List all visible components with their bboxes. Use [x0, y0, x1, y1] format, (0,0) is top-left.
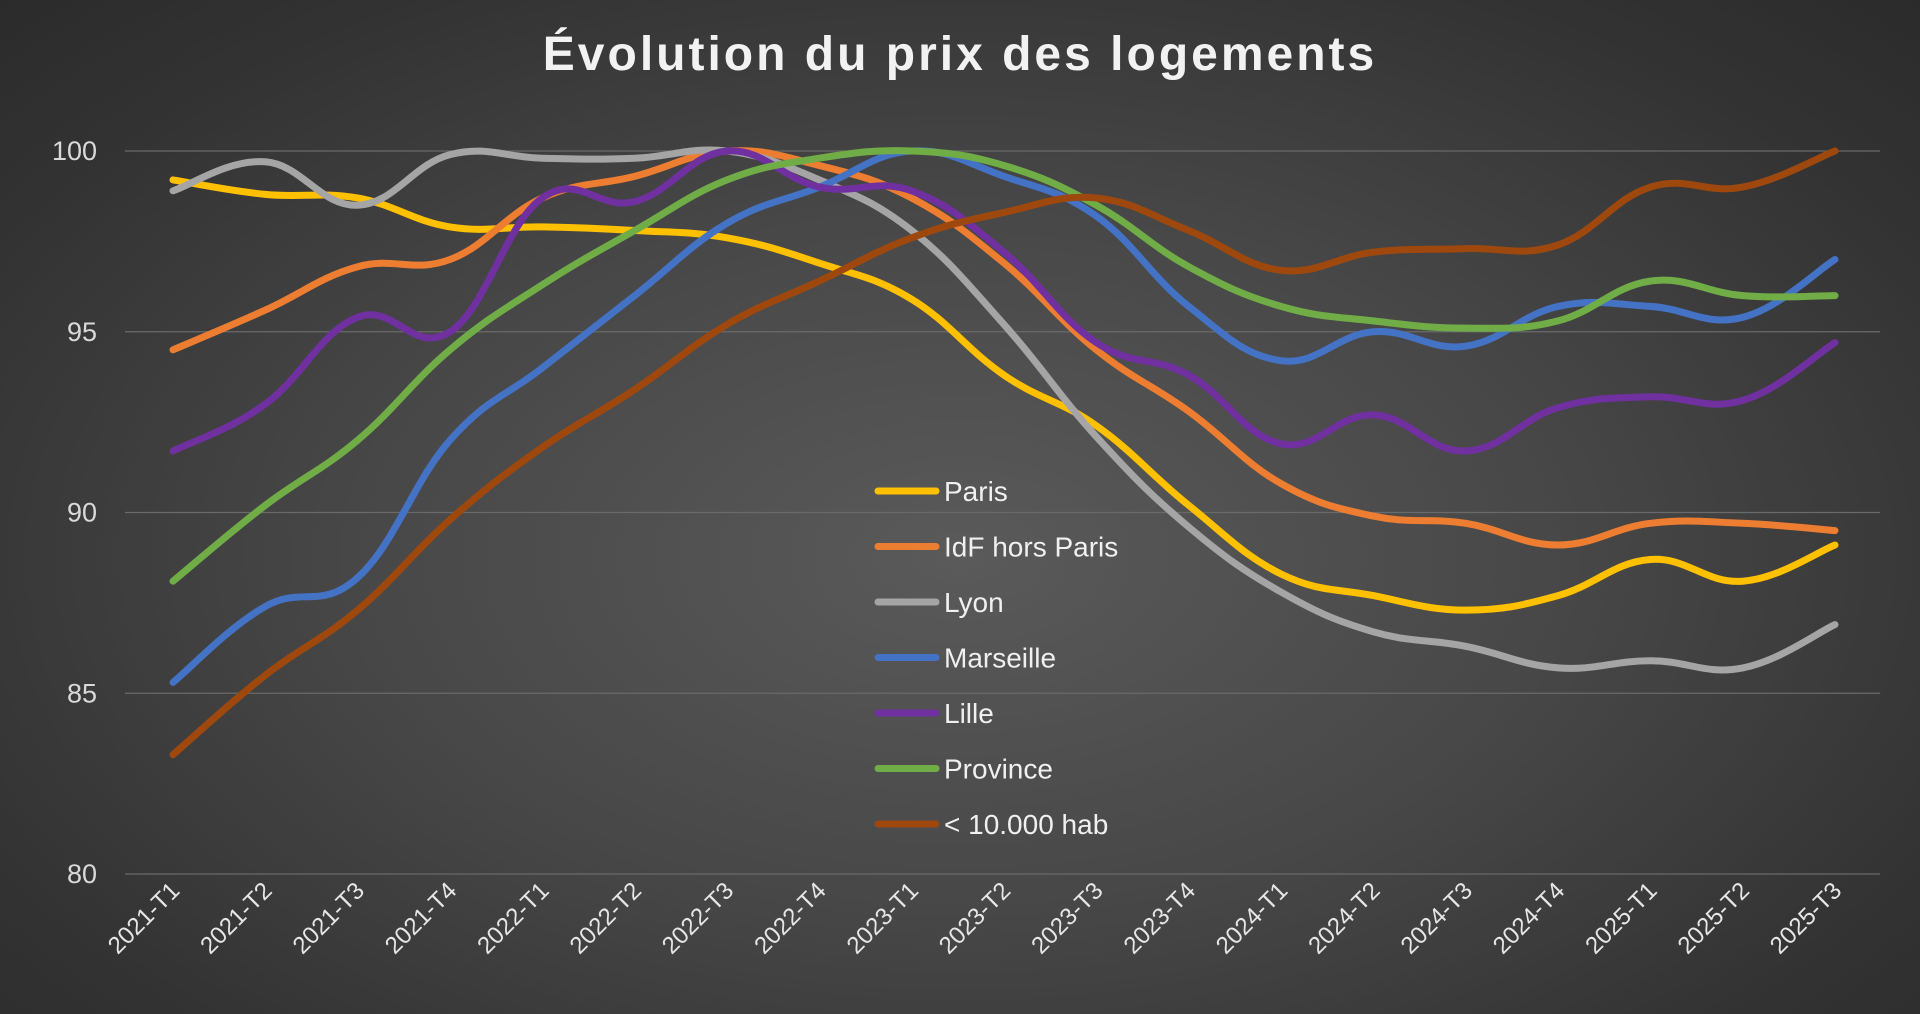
chart-title: Évolution du prix des logements [543, 27, 1377, 81]
x-tick-label: 2021-T4 [380, 877, 462, 959]
legend-label-lille: Lille [944, 698, 994, 729]
legend-label-marseille: Marseille [944, 643, 1056, 674]
x-tick-label: 2024-T3 [1396, 877, 1478, 959]
x-tick-label: 2024-T2 [1303, 877, 1385, 959]
y-tick-label: 85 [67, 678, 97, 708]
x-tick-label: 2021-T3 [288, 877, 370, 959]
y-tick-label: 95 [67, 317, 97, 347]
x-tick-label: 2022-T1 [472, 877, 554, 959]
series-lines [169, 146, 1839, 759]
legend-label-10-000-hab: < 10.000 hab [944, 809, 1108, 840]
x-tick-label: 2025-T1 [1580, 877, 1662, 959]
legend-label-idf-hors-paris: IdF hors Paris [944, 532, 1118, 563]
x-tick-label: 2022-T2 [565, 877, 647, 959]
series-line-marseille [169, 147, 1839, 686]
legend: Paris IdF hors Paris Lyon Marseille Lille Pro… [874, 476, 1118, 840]
x-tick-label: 2024-T1 [1211, 877, 1293, 959]
x-tick-label: 2023-T3 [1026, 877, 1108, 959]
series-line-lyon [169, 146, 1839, 674]
x-tick-label: 2023-T4 [1119, 877, 1201, 959]
x-tick-label: 2025-T3 [1765, 877, 1847, 959]
series-line-paris [169, 176, 1839, 614]
x-axis-ticks: 2021-T1 2021-T2 2021-T3 2021-T4 2022-T1 2022-… [103, 877, 1847, 959]
x-tick-label: 2023-T2 [934, 877, 1016, 959]
x-tick-label: 2021-T2 [195, 877, 277, 959]
y-tick-label: 80 [67, 859, 97, 889]
legend-label-province: Province [944, 754, 1053, 785]
legend-label-lyon: Lyon [944, 587, 1004, 618]
x-tick-label: 2022-T3 [657, 877, 739, 959]
y-axis-ticks: 80 85 90 95 100 [52, 136, 97, 889]
y-tick-label: 90 [67, 498, 97, 528]
x-tick-label: 2024-T4 [1488, 877, 1570, 959]
x-tick-label: 2022-T4 [749, 877, 831, 959]
legend-label-paris: Paris [944, 476, 1008, 507]
y-tick-label: 100 [52, 136, 97, 166]
series-line-10-000-hab [169, 147, 1839, 759]
series-line-lille [169, 147, 1839, 455]
series-line-idf-hors-paris [169, 147, 1839, 549]
x-tick-label: 2025-T2 [1673, 877, 1755, 959]
series-line-province [169, 147, 1839, 585]
x-tick-label: 2021-T1 [103, 877, 185, 959]
x-tick-label: 2023-T1 [842, 877, 924, 959]
